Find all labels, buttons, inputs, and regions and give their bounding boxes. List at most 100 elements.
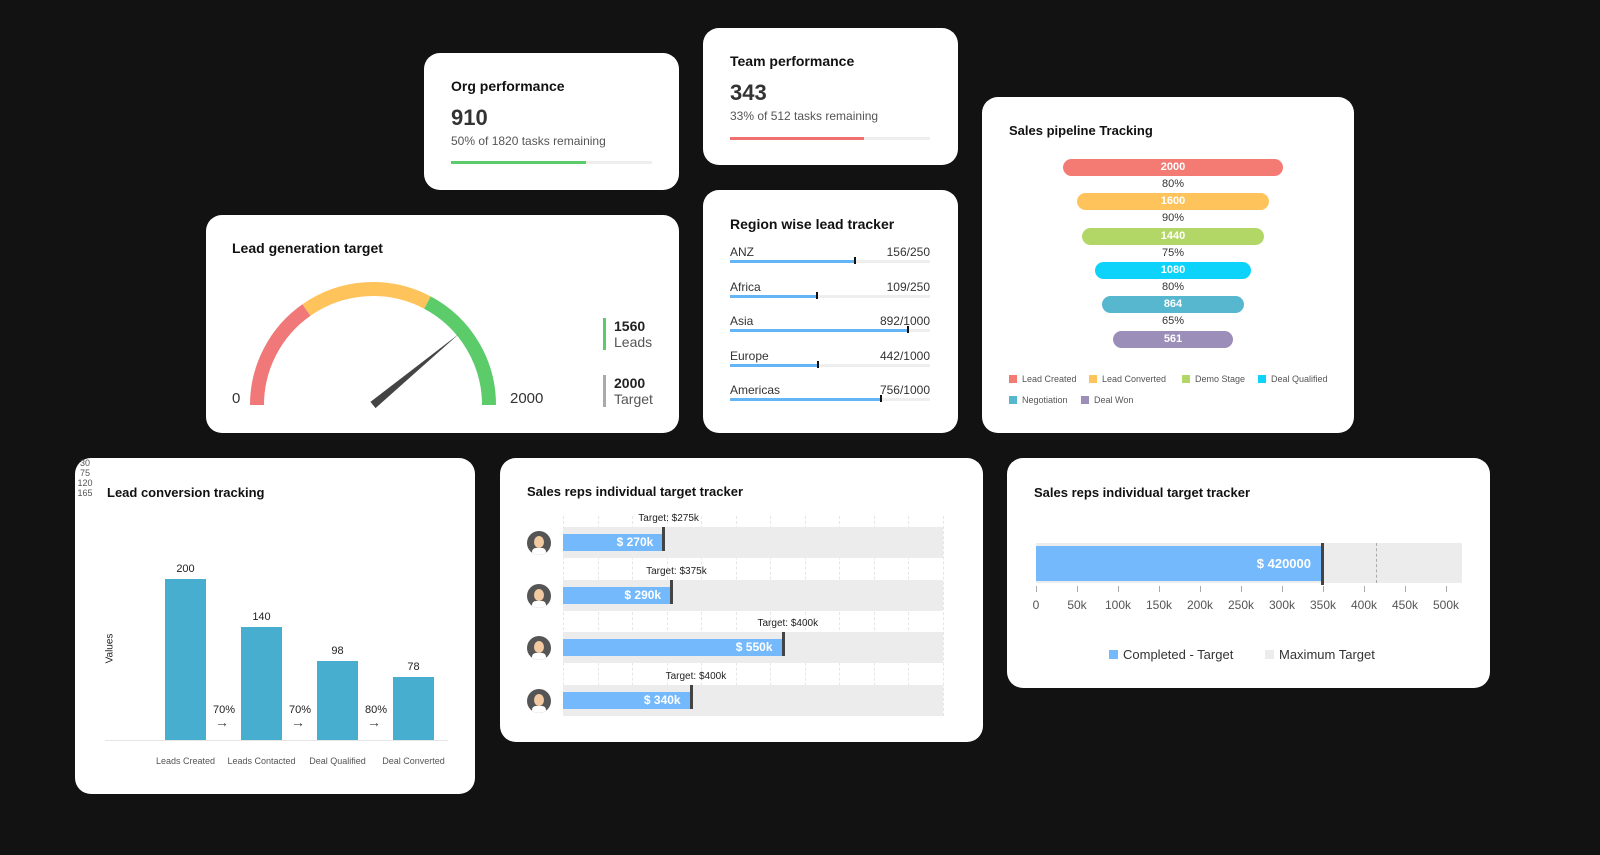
legend-item: Lead Converted	[1089, 374, 1166, 384]
team-subtitle: 33% of 512 tasks remaining	[730, 109, 879, 123]
avatar	[527, 531, 551, 555]
gauge-chart	[250, 282, 496, 409]
target-marker	[689, 684, 693, 709]
funnel-stage-bar: 1080	[1094, 261, 1252, 279]
x-tick	[1405, 586, 1406, 592]
grid-line	[735, 516, 737, 716]
bar	[241, 627, 282, 740]
x-tick	[1364, 586, 1365, 592]
avatar-shirt	[532, 548, 546, 555]
x-tick-label: 250k	[1227, 598, 1255, 612]
value-marker	[1321, 543, 1324, 585]
x-axis-line	[105, 740, 448, 741]
bar	[393, 677, 434, 740]
grid-line	[597, 516, 599, 716]
bar-value-label: 200	[176, 563, 195, 575]
region-progress-track	[730, 326, 930, 333]
card-title: Lead generation target	[232, 240, 383, 256]
x-tick	[1118, 586, 1119, 592]
sales-reps-tracker-card: Sales reps individual target tracker $ 2…	[500, 458, 983, 742]
lead-generation-card: Lead generation target 0 2000 1560 Leads…	[206, 215, 679, 433]
avatar	[527, 583, 551, 608]
target-label: Target: $400k	[757, 618, 819, 629]
region-row: Asia 892/1000	[730, 314, 930, 333]
reference-line	[1376, 543, 1378, 583]
leads-label: Leads	[614, 334, 653, 350]
gauge-max-label: 2000	[510, 390, 544, 407]
avatar-face	[534, 588, 544, 601]
legend-item: Deal Won	[1081, 395, 1133, 405]
region-progress-fill	[730, 398, 882, 401]
target-label: Target: $275k	[638, 513, 699, 524]
funnel-stage-bar: 561	[1113, 330, 1233, 348]
region-name: Asia	[730, 314, 754, 328]
lead-conversion-card: Lead conversion tracking Values 30 75 120 1…	[75, 458, 475, 794]
team-progress-bar	[730, 137, 930, 140]
region-progress-marker	[880, 395, 883, 402]
legend-label: Maximum Target	[1279, 647, 1375, 662]
x-tick-label: 150k	[1145, 598, 1173, 612]
x-tick-label: 300k	[1268, 598, 1296, 612]
grid-line	[804, 516, 806, 716]
x-tick	[1282, 586, 1283, 592]
legend-item: Completed - Target	[1109, 647, 1233, 662]
bar-value-label: 98	[331, 645, 344, 658]
target-label: Target: $375k	[646, 565, 707, 577]
region-progress-marker	[817, 360, 820, 368]
avatar-shirt	[532, 653, 546, 660]
grid-line	[666, 516, 668, 716]
region-progress-marker	[907, 326, 910, 333]
legend-swatch	[1081, 396, 1089, 404]
x-tick-label: Leads Contacted	[227, 756, 296, 766]
region-name: Americas	[730, 383, 781, 397]
grid-line	[701, 516, 702, 716]
avatar-shirt	[532, 705, 546, 713]
sales-reps-tracker-card-2: Sales reps individual target tracker $ 4…	[1007, 458, 1490, 688]
x-tick-label: 100k	[1104, 598, 1132, 612]
bullet-bar: $ 270k	[563, 534, 664, 551]
legend-label: Deal Won	[1094, 395, 1134, 405]
region-progress-fill	[730, 363, 819, 367]
region-progress-marker	[853, 257, 856, 264]
avatar-face	[534, 536, 544, 548]
y-tick-label: 165	[77, 488, 93, 498]
funnel-conversion-label: 65%	[1161, 315, 1185, 328]
region-count: 156/250	[886, 245, 930, 259]
region-name: Europe	[730, 348, 769, 363]
arrow-right-icon: →	[215, 714, 229, 730]
target-label: Target: $400k	[665, 670, 727, 682]
x-tick-label: 200k	[1186, 598, 1214, 612]
x-tick	[1036, 586, 1037, 592]
funnel-stage-bar: 864	[1102, 296, 1244, 314]
x-tick-label: Leads Created	[155, 756, 216, 766]
x-tick	[1200, 586, 1201, 592]
region-row: Africa 109/250	[730, 280, 930, 299]
legend-swatch	[1009, 396, 1017, 404]
legend-item: Negotiation	[1009, 395, 1068, 405]
bar-value-label: 78	[407, 661, 420, 674]
region-progress-track	[730, 360, 930, 368]
bullet-bar: $ 420000	[1036, 546, 1323, 581]
bar	[317, 661, 358, 740]
avatar	[527, 636, 551, 660]
region-name: ANZ	[730, 245, 754, 259]
legend-swatch	[1258, 375, 1266, 383]
x-tick-label: Deal Qualified	[309, 756, 366, 766]
grid-line	[839, 516, 840, 716]
bar	[165, 579, 206, 740]
funnel-conversion-label: 80%	[1161, 178, 1185, 190]
avatar-face	[534, 693, 544, 706]
legend-label: Completed - Target	[1123, 647, 1234, 662]
region-progress-track	[730, 257, 930, 264]
bar-value-label: 140	[252, 611, 271, 624]
funnel-conversion-label: 75%	[1161, 246, 1185, 259]
y-tick-label: 30	[79, 458, 90, 468]
x-tick-label: 50k	[1067, 598, 1087, 612]
region-lead-tracker-card: Region wise lead tracker ANZ 156/250 Afric…	[703, 190, 958, 433]
grid-line	[908, 516, 909, 716]
target-marker	[662, 527, 666, 551]
x-tick-label: 400k	[1350, 598, 1378, 612]
region-count: 756/1000	[879, 383, 930, 397]
legend-swatch	[1265, 650, 1274, 659]
region-progress-track	[730, 395, 930, 402]
